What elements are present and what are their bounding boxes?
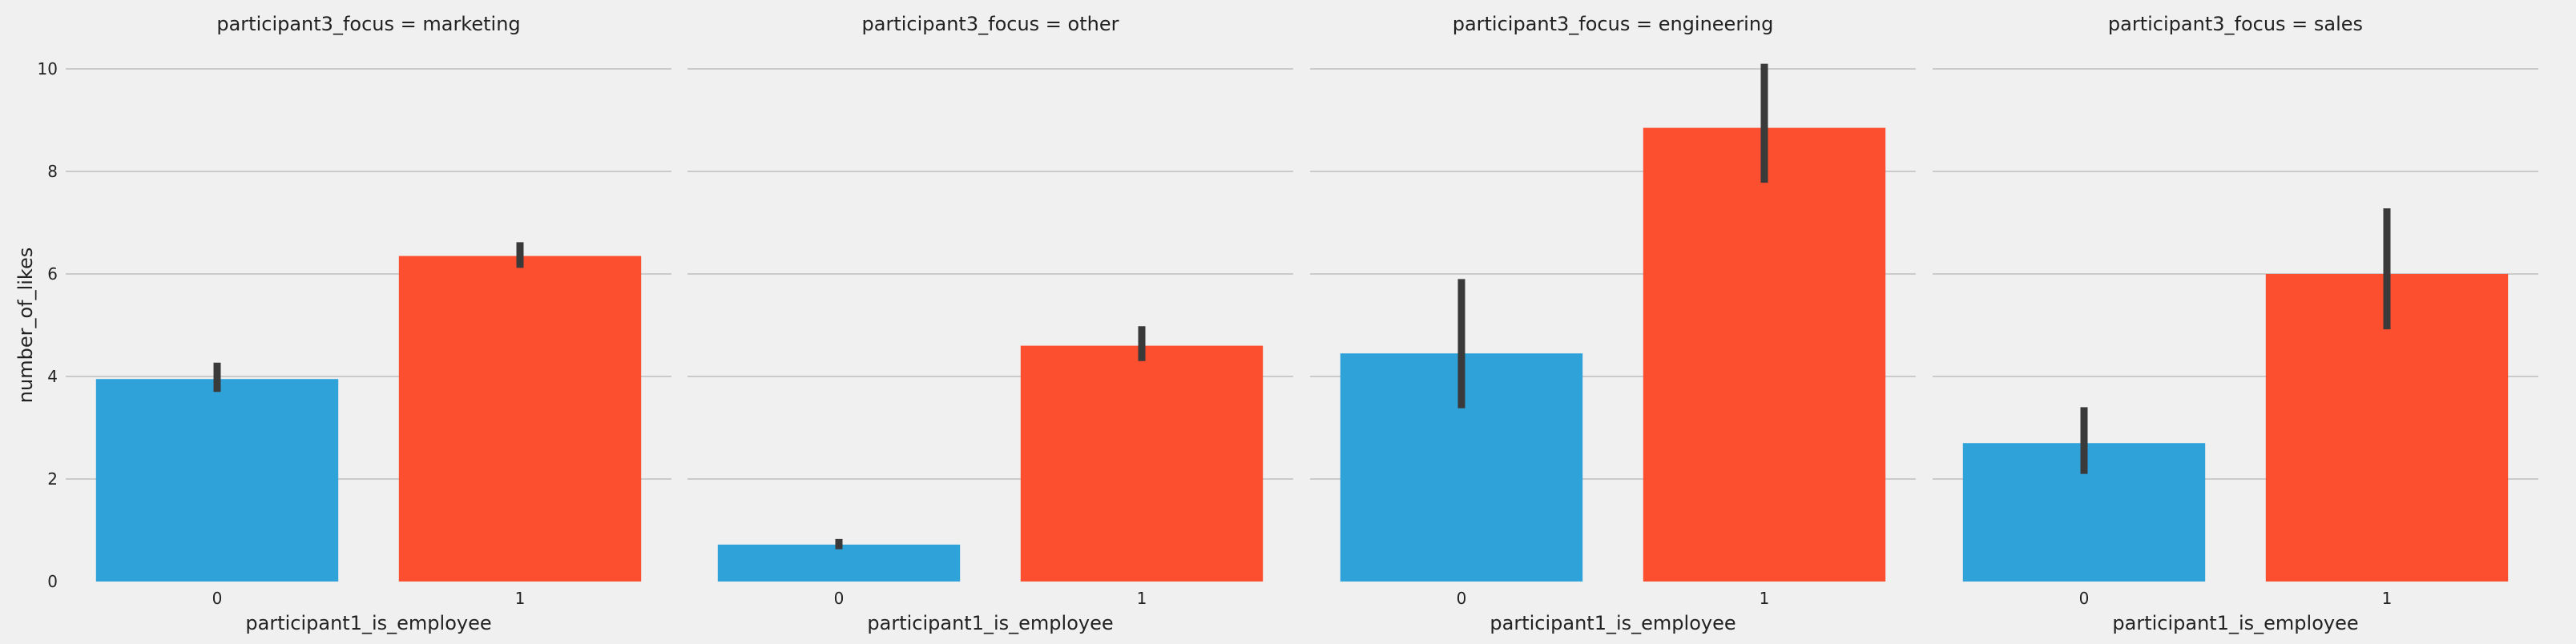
bar-0 <box>95 379 339 582</box>
y-tick-label: 4 <box>47 367 58 386</box>
x-axis-label: participant1_is_employee <box>1490 612 1735 634</box>
bar-1 <box>398 256 642 582</box>
x-tick-label: 0 <box>212 589 223 608</box>
x-tick-label: 0 <box>1457 589 1467 608</box>
x-tick-label: 1 <box>1760 589 1770 608</box>
y-tick-label: 8 <box>47 162 58 181</box>
x-tick-label: 1 <box>1137 589 1147 608</box>
bar-0 <box>717 544 961 582</box>
panel-title: participant3_focus = other <box>862 13 1119 35</box>
panel-title: participant3_focus = sales <box>2108 13 2363 35</box>
y-tick-label: 10 <box>38 59 58 78</box>
x-tick-label: 0 <box>2079 589 2090 608</box>
y-axis-label: number_of_likes <box>14 248 37 403</box>
bar-1 <box>1020 345 1264 582</box>
x-tick-label: 1 <box>2382 589 2393 608</box>
x-tick-label: 0 <box>834 589 845 608</box>
y-tick-label: 0 <box>47 572 58 591</box>
y-tick-label: 6 <box>47 264 58 284</box>
x-axis-label: participant1_is_employee <box>2112 612 2358 634</box>
x-tick-label: 1 <box>515 589 526 608</box>
bar-1 <box>1643 127 1886 582</box>
y-tick-label: 2 <box>47 469 58 489</box>
x-axis-label: participant1_is_employee <box>867 612 1113 634</box>
panel-title: participant3_focus = engineering <box>1453 13 1774 35</box>
x-axis-label: participant1_is_employee <box>245 612 491 634</box>
panel-title: participant3_focus = marketing <box>216 13 520 35</box>
